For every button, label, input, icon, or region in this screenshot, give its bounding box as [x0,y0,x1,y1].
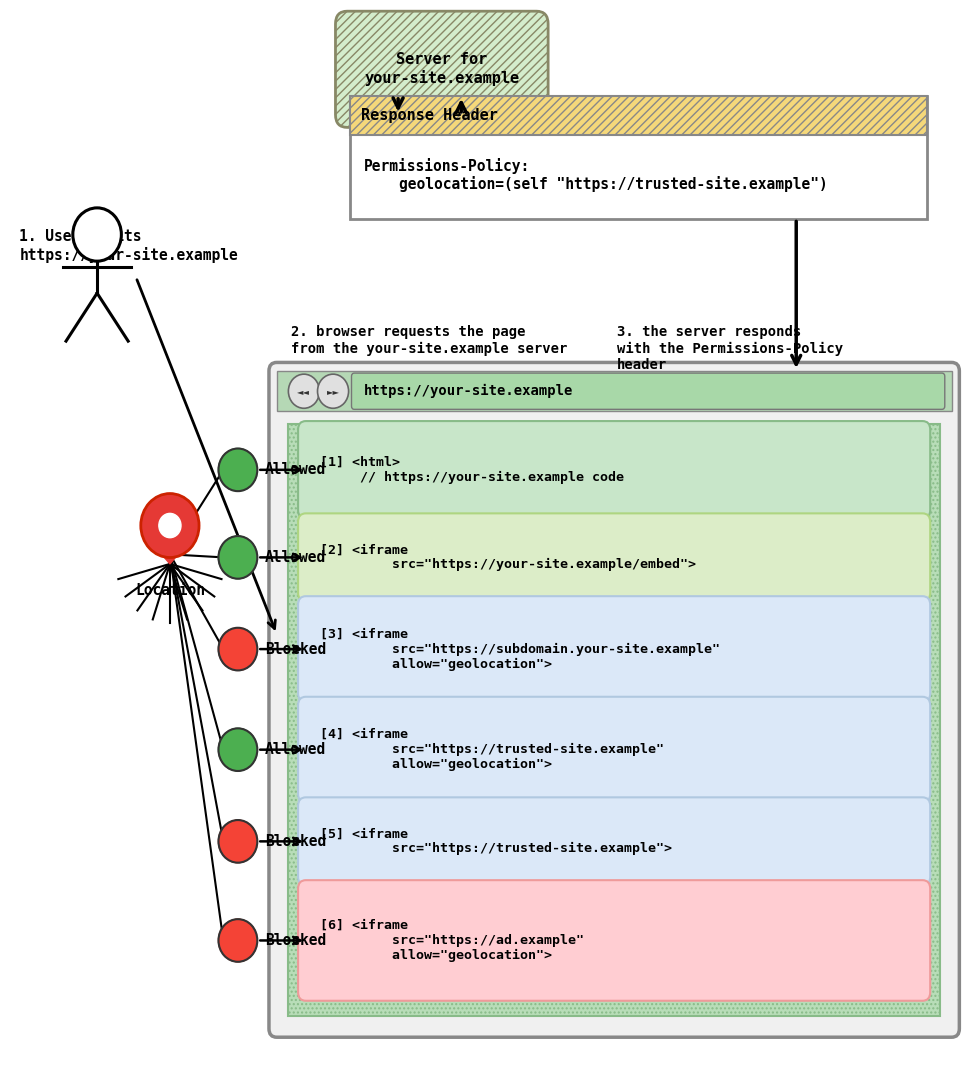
Circle shape [218,919,257,962]
Circle shape [318,374,349,408]
Circle shape [73,208,121,261]
Circle shape [288,374,319,408]
Text: Permissions-Policy:
    geolocation=(self "https://trusted-site.example"): Permissions-Policy: geolocation=(self "h… [364,158,828,193]
FancyBboxPatch shape [350,96,927,135]
FancyBboxPatch shape [352,373,945,409]
Circle shape [218,628,257,671]
Circle shape [218,820,257,862]
Polygon shape [146,535,194,564]
FancyBboxPatch shape [298,596,930,702]
Text: Location: Location [135,583,205,598]
FancyBboxPatch shape [298,514,930,601]
Text: Allowed: Allowed [265,463,326,478]
Text: [1] <html>
     // https://your-site.example code: [1] <html> // https://your-site.example … [320,456,624,484]
Text: Allowed: Allowed [265,742,326,757]
Text: [2] <iframe
         src="https://your-site.example/embed">: [2] <iframe src="https://your-site.examp… [320,544,696,571]
Text: [3] <iframe
         src="https://subdomain.your-site.example"
         allow="g: [3] <iframe src="https://subdomain.your-… [320,628,720,671]
Text: [5] <iframe
         src="https://trusted-site.example">: [5] <iframe src="https://trusted-site.ex… [320,827,673,855]
Text: 2. browser requests the page
from the your-site.example server: 2. browser requests the page from the yo… [291,325,568,356]
Text: https://your-site.example: https://your-site.example [364,384,574,399]
FancyBboxPatch shape [298,697,930,803]
Circle shape [218,449,257,491]
Circle shape [218,536,257,579]
Circle shape [159,514,181,537]
FancyBboxPatch shape [269,362,959,1037]
Text: ◄◄: ◄◄ [297,387,311,395]
FancyBboxPatch shape [288,424,940,1016]
Text: [4] <iframe
         src="https://trusted-site.example"
         allow="geolocat: [4] <iframe src="https://trusted-site.ex… [320,728,664,772]
FancyBboxPatch shape [298,881,930,1001]
Text: 1. User visits
https://your-site.example: 1. User visits https://your-site.example [19,229,238,263]
Text: Allowed: Allowed [265,550,326,565]
FancyBboxPatch shape [277,371,952,411]
Text: Blocked: Blocked [265,834,326,849]
Circle shape [141,494,199,558]
FancyBboxPatch shape [298,797,930,886]
Text: [6] <iframe
         src="https://ad.example"
         allow="geolocation">: [6] <iframe src="https://ad.example" all… [320,919,585,962]
FancyBboxPatch shape [336,11,549,127]
Text: Server for
your-site.example: Server for your-site.example [364,52,519,86]
Text: ►►: ►► [326,387,340,395]
Text: Blocked: Blocked [265,642,326,657]
Text: Response Header: Response Header [361,108,498,123]
Circle shape [218,728,257,771]
FancyBboxPatch shape [298,421,930,518]
Text: 3. the server responds
with the Permissions-Policy
header: 3. the server responds with the Permissi… [617,325,843,372]
FancyBboxPatch shape [350,96,927,219]
Text: Blocked: Blocked [265,933,326,948]
